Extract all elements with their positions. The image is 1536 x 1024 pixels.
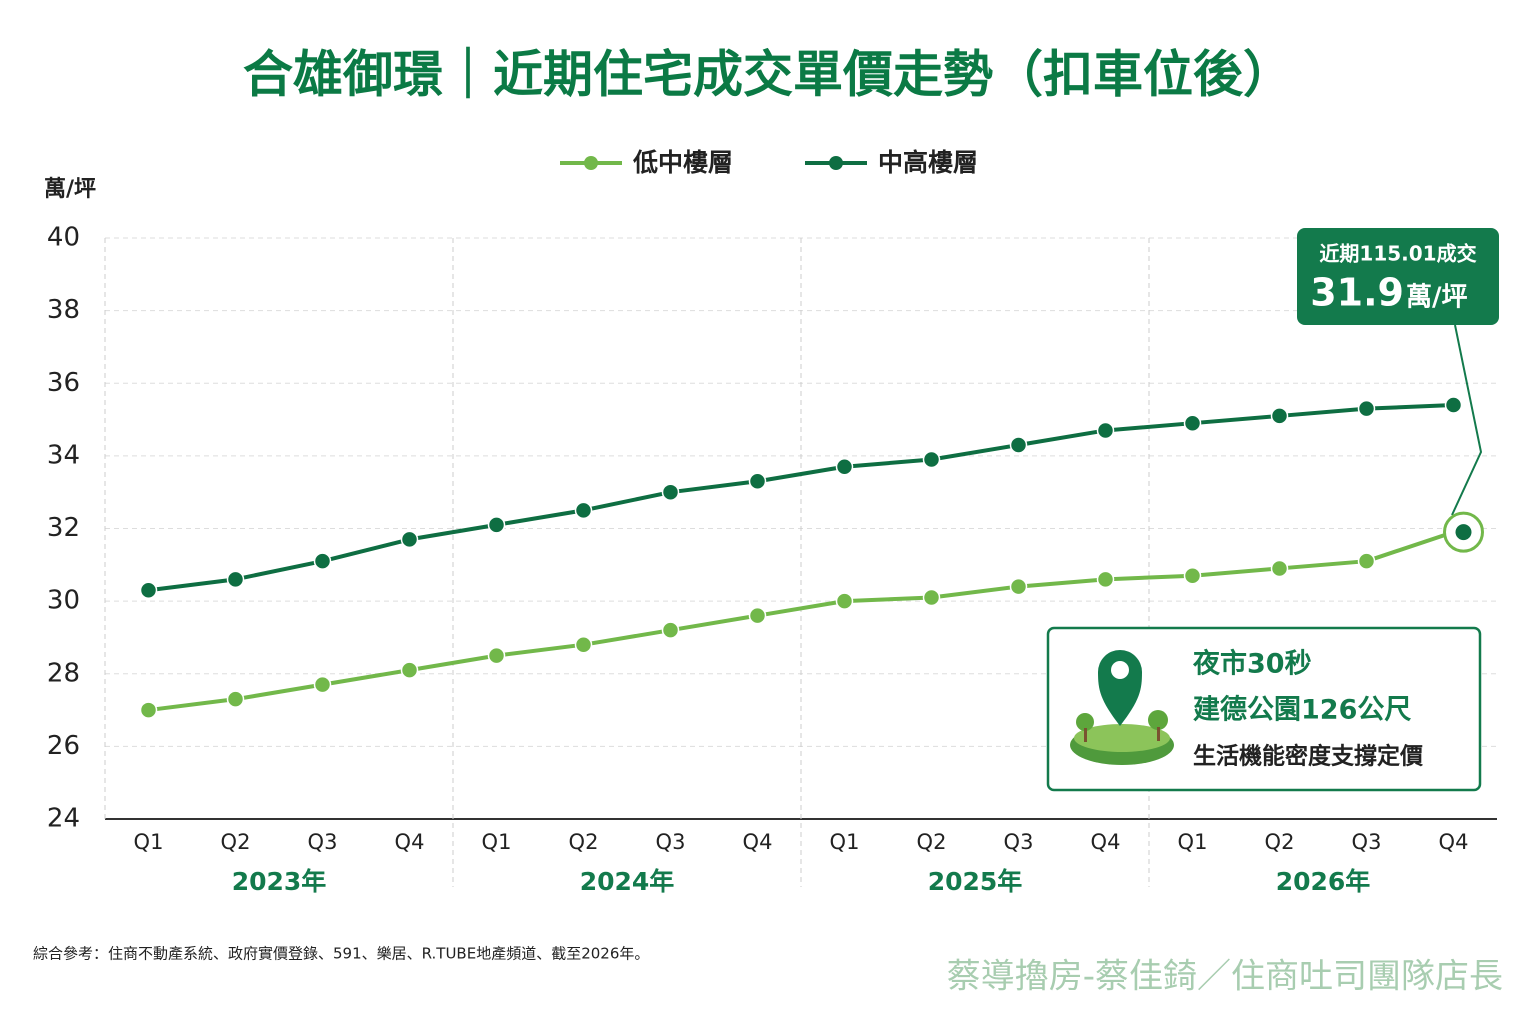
data-point bbox=[313, 675, 332, 694]
callout-box bbox=[1297, 228, 1499, 325]
data-point bbox=[574, 635, 593, 654]
park-icon bbox=[1070, 650, 1174, 765]
x-tick-label: Q2 bbox=[1265, 830, 1295, 854]
data-point bbox=[922, 450, 941, 469]
year-label: 2023年 bbox=[232, 867, 327, 896]
x-tick-label: Q3 bbox=[1352, 830, 1382, 854]
legend-label: 低中樓層 bbox=[632, 148, 733, 177]
data-point bbox=[835, 458, 854, 476]
data-point bbox=[139, 701, 158, 719]
y-tick-label: 32 bbox=[47, 513, 80, 543]
x-tick-label: Q4 bbox=[1439, 830, 1469, 854]
data-point bbox=[139, 581, 158, 599]
data-point bbox=[226, 690, 245, 708]
y-tick-label: 28 bbox=[47, 658, 80, 688]
x-tick-label: Q4 bbox=[743, 830, 773, 854]
series-line bbox=[148, 530, 1455, 713]
callout-unit: 萬/坪 bbox=[1406, 283, 1468, 313]
data-point bbox=[748, 472, 767, 491]
x-tick-label: Q1 bbox=[1178, 830, 1208, 854]
legend-marker bbox=[829, 156, 843, 170]
data-point bbox=[400, 661, 419, 679]
legend-marker bbox=[584, 156, 598, 170]
x-tick-label: Q2 bbox=[221, 830, 251, 854]
data-point bbox=[1009, 436, 1028, 454]
y-tick-label: 26 bbox=[47, 731, 80, 761]
data-point bbox=[661, 621, 680, 639]
x-tick-label: Q2 bbox=[569, 830, 599, 854]
x-tick-label: Q1 bbox=[482, 830, 512, 854]
info-line: 夜市30秒 bbox=[1192, 648, 1312, 680]
watermark: 蔡導擼房-蔡佳錡／住商吐司團隊店長 bbox=[947, 957, 1503, 997]
data-point bbox=[1009, 577, 1028, 596]
info-line: 生活機能密度支撐定價 bbox=[1193, 743, 1424, 770]
data-point bbox=[574, 501, 593, 520]
data-point bbox=[835, 592, 854, 610]
series-line bbox=[148, 403, 1454, 593]
data-point bbox=[226, 570, 245, 589]
y-tick-label: 34 bbox=[47, 440, 80, 470]
source-note: 綜合參考：住商不動產系統、政府實價登錄、591、樂居、R.TUBE地產頻道、截至… bbox=[33, 945, 649, 963]
data-point bbox=[487, 646, 506, 665]
x-tick-label: Q3 bbox=[656, 830, 686, 854]
y-tick-label: 30 bbox=[47, 586, 80, 616]
x-tick-label: Q2 bbox=[917, 830, 947, 854]
y-tick-label: 36 bbox=[47, 368, 80, 398]
data-point bbox=[1183, 566, 1202, 585]
data-point bbox=[1357, 399, 1376, 418]
y-axis-label: 萬/坪 bbox=[44, 177, 96, 202]
x-tick-label: Q4 bbox=[1091, 830, 1121, 854]
year-label: 2025年 bbox=[928, 867, 1023, 896]
x-tick-label: Q1 bbox=[830, 830, 860, 854]
data-point bbox=[1270, 407, 1289, 425]
y-tick-label: 40 bbox=[47, 223, 80, 253]
data-point bbox=[922, 588, 941, 607]
data-point bbox=[1444, 396, 1463, 414]
data-point bbox=[1270, 559, 1289, 578]
data-point bbox=[1357, 552, 1376, 570]
year-label: 2026年 bbox=[1276, 867, 1371, 896]
y-tick-label: 24 bbox=[47, 804, 80, 834]
info-line: 建德公園126公尺 bbox=[1193, 695, 1411, 726]
chart-title: 合雄御璟｜近期住宅成交單價走勢（扣車位後） bbox=[243, 46, 1293, 104]
data-point bbox=[748, 606, 767, 625]
data-point bbox=[1096, 570, 1115, 589]
callout-connector bbox=[1451, 324, 1483, 516]
legend-label: 中高樓層 bbox=[878, 148, 978, 177]
callout-value: 31.9 bbox=[1310, 271, 1404, 315]
y-tick-label: 38 bbox=[47, 295, 80, 325]
data-point bbox=[313, 552, 332, 570]
data-point bbox=[661, 483, 680, 501]
x-tick-label: Q3 bbox=[308, 830, 338, 854]
data-point bbox=[1096, 421, 1115, 440]
x-tick-label: Q3 bbox=[1004, 830, 1034, 854]
data-point bbox=[487, 516, 506, 534]
data-point bbox=[1183, 414, 1202, 432]
x-tick-label: Q1 bbox=[134, 830, 164, 854]
x-tick-label: Q4 bbox=[395, 830, 425, 854]
data-point bbox=[400, 530, 419, 549]
year-label: 2024年 bbox=[580, 867, 675, 896]
callout-title: 近期115.01成交 bbox=[1319, 242, 1476, 266]
highlight-point bbox=[1455, 524, 1472, 541]
